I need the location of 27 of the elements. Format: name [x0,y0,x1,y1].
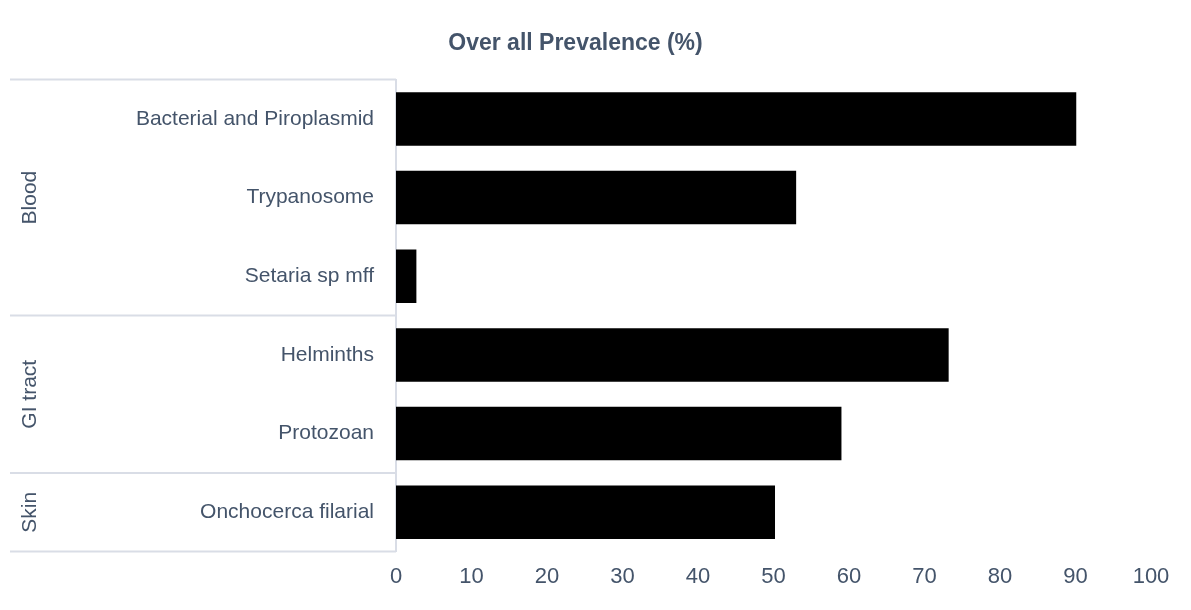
bar [396,249,417,304]
x-tick-label: 60 [836,562,862,588]
text: GI tract [16,359,40,429]
x-tick-label: 20 [534,562,560,588]
bar [396,406,842,461]
x-tick-label: 50 [761,562,786,588]
y-tick-label: Trypanosome [246,184,374,208]
x-tick-label: 80 [987,562,1013,588]
y-tick-label: Onchocerca filarial [200,499,374,523]
y-tick-label: Bacterial and Piroplasmid [135,105,374,129]
text: Blood [16,170,40,225]
x-tick-label: 90 [1063,562,1088,588]
x-tick-label: 30 [610,562,635,588]
y-tick-label: Protozoan [278,420,374,444]
y-tick-label: Helminths [280,341,374,365]
x-tick-label: 10 [459,562,484,588]
x-tick-label: 40 [685,562,711,588]
text: Skin [16,491,40,533]
x-tick-label: 70 [912,562,937,588]
x-tick-label: 100 [1132,562,1170,588]
bar [396,170,797,225]
bar [396,328,949,382]
bar [396,92,1077,146]
chart-title: Over all Prevalence (%) [448,29,703,56]
x-tick-label: 0 [389,562,403,588]
bar [396,485,776,540]
y-tick-label: Setaria sp mff [244,263,375,287]
